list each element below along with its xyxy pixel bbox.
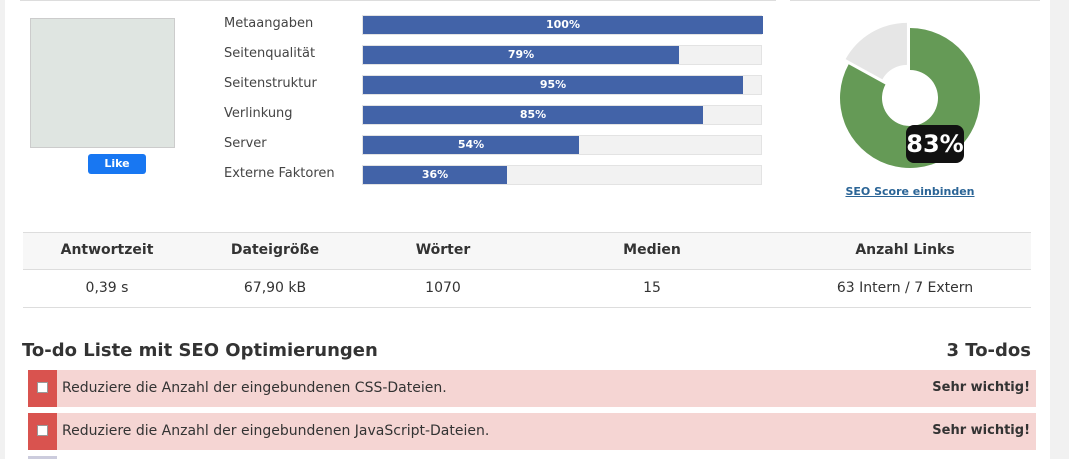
bar: 85%	[363, 106, 703, 124]
stat-value: 67,90 kB	[243, 280, 307, 296]
bar: 36%	[363, 166, 507, 184]
todo-title: To-do Liste mit SEO Optimierungen	[22, 340, 378, 361]
checkbox[interactable]	[37, 425, 48, 436]
metric-label: Metaangaben	[224, 16, 314, 31]
bar: 54%	[363, 136, 579, 154]
metric-label: Server	[224, 136, 267, 151]
bar-track: 85%	[362, 105, 762, 125]
metric-label: Verlinkung	[224, 106, 293, 121]
stat-value: 15	[643, 280, 661, 296]
remainder-segment	[845, 22, 907, 80]
metric-label: Seitenqualität	[224, 46, 316, 61]
page-thumbnail	[30, 18, 175, 148]
stat-header: Wörter	[415, 242, 471, 258]
divider	[790, 0, 1040, 1]
todo-count: 3 To-dos	[946, 340, 1031, 361]
bar: 95%	[363, 76, 743, 94]
bar: 100%	[363, 16, 763, 34]
stat-header: Antwortzeit	[60, 242, 154, 258]
divider	[23, 269, 1031, 270]
stat-value: 63 Intern / 7 Extern	[836, 280, 974, 296]
todo-priority: Sehr wichtig!	[932, 423, 1030, 438]
like-button[interactable]: Like	[88, 154, 146, 174]
stat-header: Anzahl Links	[855, 242, 955, 258]
todo-text: Reduziere die Anzahl der eingebundenen C…	[62, 380, 447, 396]
metric-label: Seitenstruktur	[224, 76, 317, 91]
checkbox[interactable]	[37, 382, 48, 393]
stats-table	[23, 232, 1031, 308]
bar-track: 79%	[362, 45, 762, 65]
stat-value: 0,39 s	[85, 280, 129, 296]
bar: 79%	[363, 46, 679, 64]
bar-track: 100%	[362, 15, 763, 35]
todo-item: Reduziere die Anzahl der eingebundenen J…	[28, 413, 1036, 450]
stat-header: Medien	[623, 242, 681, 258]
divider	[20, 0, 776, 1]
score-label: 83%	[906, 125, 964, 163]
embed-link[interactable]: SEO Score einbinden	[845, 185, 975, 198]
stat-value: 1070	[425, 280, 461, 296]
todo-priority: Sehr wichtig!	[932, 380, 1030, 395]
bar-track: 36%	[362, 165, 762, 185]
todo-item: Reduziere die Anzahl der eingebundenen C…	[28, 370, 1036, 407]
stats-header	[23, 233, 1031, 269]
bar-track: 54%	[362, 135, 762, 155]
bar-track: 95%	[362, 75, 762, 95]
stat-header: Dateigröße	[230, 242, 320, 258]
todo-text: Reduziere die Anzahl der eingebundenen J…	[62, 423, 490, 439]
metric-label: Externe Faktoren	[224, 166, 335, 181]
next-item	[28, 456, 57, 459]
